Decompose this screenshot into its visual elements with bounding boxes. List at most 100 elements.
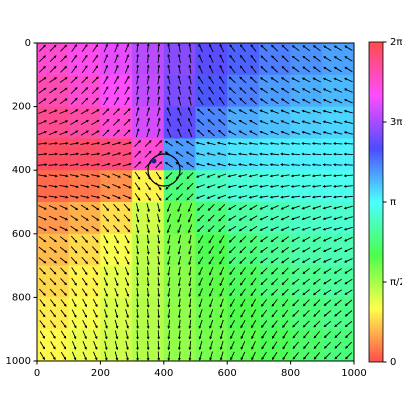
quiver-arrow bbox=[260, 65, 268, 73]
quiver-arrow bbox=[323, 352, 331, 360]
quiver-arrow bbox=[91, 235, 99, 243]
quiver-arrow bbox=[71, 298, 77, 308]
quiver-arrow bbox=[92, 65, 99, 74]
quiver-arrow bbox=[229, 65, 236, 74]
quiver-arrow bbox=[136, 287, 140, 298]
quiver-arrow bbox=[260, 267, 268, 275]
quiver-arrow bbox=[270, 205, 279, 210]
quiver-arrow bbox=[322, 226, 332, 231]
quiver-arrow bbox=[240, 277, 246, 286]
quiver-arrow bbox=[188, 319, 192, 329]
quiver-arrow bbox=[280, 109, 290, 114]
quiver-arrow bbox=[113, 235, 119, 244]
quiver-arrow bbox=[197, 97, 204, 106]
quiver-arrow bbox=[259, 77, 268, 83]
quiver-arrow bbox=[122, 152, 132, 156]
quiver-arrow bbox=[80, 215, 89, 221]
quiver-arrow bbox=[312, 77, 321, 83]
quiver-arrow bbox=[333, 216, 343, 220]
quiver-arrow bbox=[208, 54, 214, 63]
quiver-arrow bbox=[146, 330, 150, 340]
quiver-arrow bbox=[103, 86, 109, 95]
quiver-arrow bbox=[82, 319, 87, 329]
quiver-arrow bbox=[81, 54, 88, 63]
quiver-arrow bbox=[123, 203, 131, 212]
quiver-arrow bbox=[280, 226, 290, 231]
quiver-arrow bbox=[228, 204, 237, 210]
quiver bbox=[38, 43, 353, 361]
quiver-arrow bbox=[188, 85, 192, 95]
quiver-arrow bbox=[311, 195, 322, 199]
annotation-circle bbox=[147, 153, 181, 187]
quiver-arrow bbox=[301, 247, 311, 253]
quiver-arrow bbox=[282, 341, 288, 350]
quiver-arrow bbox=[291, 66, 300, 73]
quiver-arrow bbox=[238, 120, 247, 125]
quiver-arrow bbox=[322, 195, 332, 199]
quiver-arrow bbox=[167, 245, 171, 255]
quiver-arrow bbox=[219, 256, 225, 265]
quiver-arrow bbox=[123, 129, 131, 137]
quiver-arrow bbox=[198, 54, 203, 63]
quiver-arrow bbox=[218, 108, 226, 116]
quiver-arrow bbox=[124, 235, 130, 244]
quiver-arrow bbox=[167, 340, 171, 351]
quiver-arrow bbox=[157, 245, 161, 255]
quiver-arrow bbox=[229, 288, 236, 297]
quiver-arrow bbox=[92, 277, 98, 286]
quiver-arrow bbox=[146, 309, 150, 319]
quiver-arrow bbox=[146, 64, 150, 74]
quiver-arrow bbox=[251, 351, 256, 361]
quiver-arrow bbox=[207, 119, 215, 126]
quiver-arrow bbox=[136, 319, 139, 330]
quiver-arrow bbox=[113, 245, 119, 255]
quiver-arrow bbox=[136, 43, 140, 53]
quiver-arrow bbox=[102, 108, 110, 116]
quiver-arrow bbox=[259, 98, 268, 105]
quiver-arrow bbox=[259, 226, 269, 231]
quiver-arrow bbox=[71, 351, 77, 361]
quiver-arrow bbox=[198, 245, 204, 255]
quiver-arrow bbox=[167, 309, 171, 319]
quiver-arrow bbox=[166, 117, 172, 127]
quiver-arrow bbox=[218, 119, 226, 126]
quiver-arrow bbox=[333, 174, 343, 178]
quiver-arrow bbox=[69, 141, 80, 145]
quiver-arrow bbox=[123, 118, 131, 126]
quiver-arrow bbox=[291, 289, 300, 296]
quiver-arrow bbox=[209, 319, 214, 329]
quiver-arrow bbox=[103, 277, 108, 287]
quiver-arrow bbox=[48, 184, 58, 188]
quiver-arrow bbox=[39, 309, 46, 318]
quiver-arrow bbox=[196, 129, 205, 137]
colorbar-tick-label: π bbox=[390, 197, 396, 208]
quiver-arrow bbox=[136, 340, 139, 351]
quiver-arrow bbox=[281, 65, 289, 73]
quiver-arrow bbox=[164, 162, 173, 168]
quiver-arrow bbox=[136, 330, 139, 340]
quiver-arrow bbox=[302, 45, 311, 52]
quiver-arrow bbox=[323, 310, 332, 317]
quiver-arrow bbox=[208, 235, 214, 244]
quiver-arrow bbox=[198, 288, 203, 297]
quiver-arrow bbox=[114, 319, 119, 329]
quiver-arrow bbox=[280, 174, 290, 178]
quiver-arrow bbox=[177, 53, 181, 64]
quiver-arrow bbox=[177, 234, 182, 245]
quiver-arrow bbox=[282, 299, 289, 307]
quiver-arrow bbox=[104, 340, 108, 351]
quiver-arrow bbox=[177, 128, 182, 138]
quiver-arrow bbox=[248, 152, 258, 156]
quiver-arrow bbox=[302, 55, 311, 62]
quiver-arrow bbox=[91, 87, 99, 94]
quiver-arrow bbox=[177, 75, 182, 85]
quiver-arrow bbox=[188, 266, 192, 276]
quiver-arrow bbox=[122, 194, 132, 199]
quiver-arrow bbox=[322, 152, 332, 156]
quiver-arrow bbox=[311, 174, 322, 178]
quiver-arrow bbox=[136, 256, 140, 266]
quiver-arrow bbox=[219, 54, 225, 63]
quiver-arrow bbox=[239, 246, 247, 254]
quiver-arrow bbox=[80, 119, 89, 126]
quiver-arrow bbox=[59, 109, 69, 114]
